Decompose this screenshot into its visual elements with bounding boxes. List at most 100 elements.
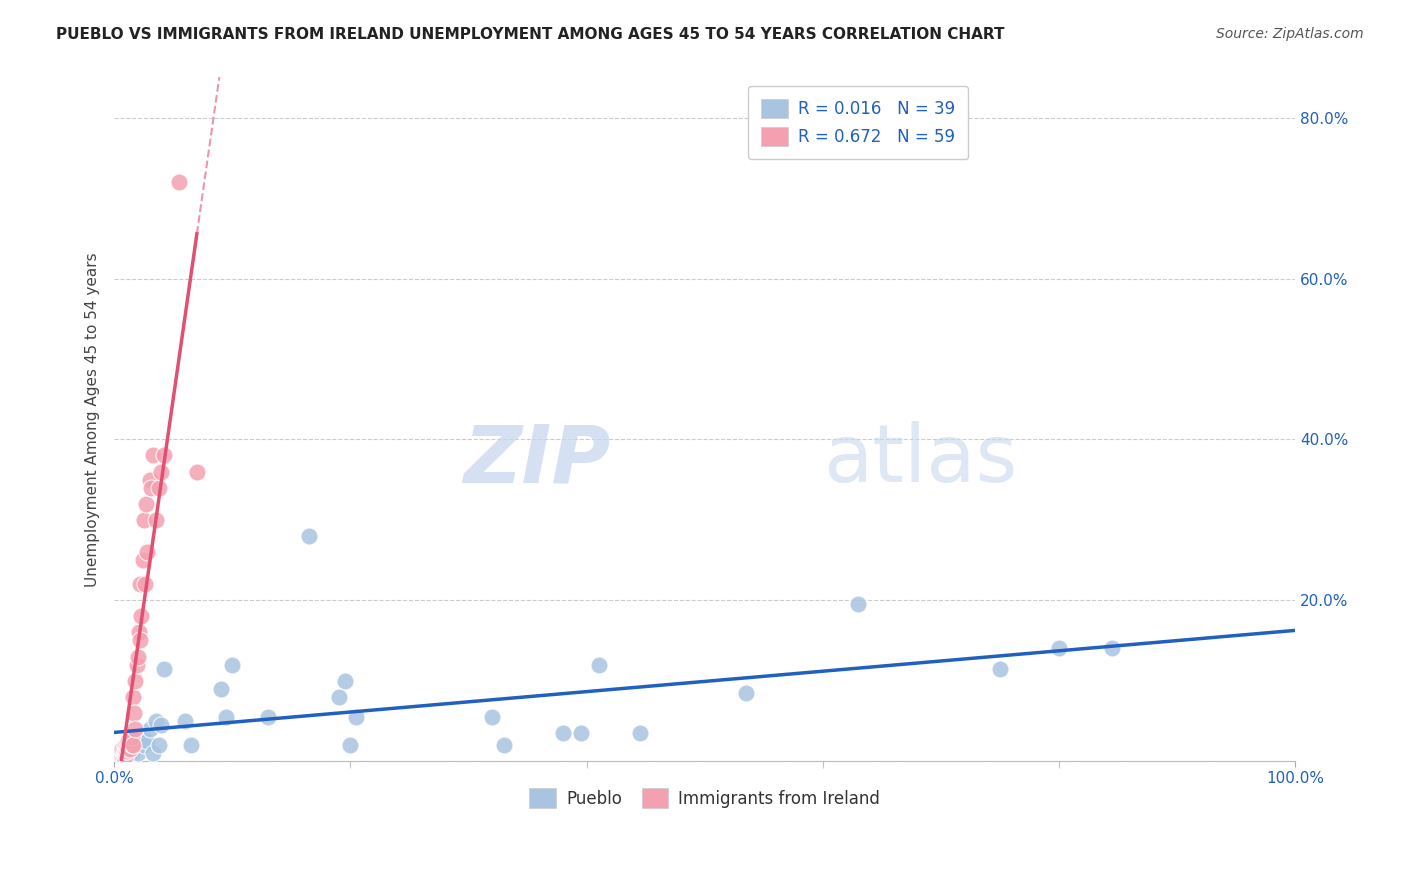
Point — [115, 738, 138, 752]
Point — [328, 690, 350, 704]
Point — [145, 714, 167, 728]
Point — [221, 657, 243, 672]
Point — [125, 657, 148, 672]
Point — [569, 726, 592, 740]
Point — [115, 739, 138, 754]
Point — [117, 742, 139, 756]
Point — [551, 726, 574, 740]
Point — [148, 738, 170, 752]
Point — [108, 750, 131, 764]
Point — [142, 449, 165, 463]
Text: atlas: atlas — [823, 421, 1018, 500]
Point — [111, 750, 134, 764]
Point — [122, 706, 145, 720]
Point — [121, 730, 143, 744]
Point — [128, 625, 150, 640]
Point — [153, 449, 176, 463]
Point — [108, 747, 131, 762]
Point — [481, 710, 503, 724]
Point — [108, 746, 131, 760]
Text: ZIP: ZIP — [463, 421, 610, 500]
Point — [118, 742, 141, 756]
Point — [114, 738, 136, 752]
Point — [114, 747, 136, 762]
Point — [118, 734, 141, 748]
Point — [145, 513, 167, 527]
Point — [111, 747, 134, 762]
Point — [131, 609, 153, 624]
Point — [333, 673, 356, 688]
Y-axis label: Unemployment Among Ages 45 to 54 years: Unemployment Among Ages 45 to 54 years — [86, 252, 100, 587]
Point — [1101, 641, 1123, 656]
Point — [112, 742, 135, 756]
Point — [134, 577, 156, 591]
Point — [115, 744, 138, 758]
Point — [127, 649, 149, 664]
Point — [122, 738, 145, 752]
Point — [110, 750, 132, 764]
Legend: Pueblo, Immigrants from Ireland: Pueblo, Immigrants from Ireland — [523, 781, 887, 814]
Point — [150, 465, 173, 479]
Point — [209, 681, 232, 696]
Point — [256, 710, 278, 724]
Point — [492, 738, 515, 752]
Point — [124, 734, 146, 748]
Point — [132, 738, 155, 752]
Point — [107, 747, 129, 762]
Point — [124, 673, 146, 688]
Point — [129, 633, 152, 648]
Point — [339, 738, 361, 752]
Point — [108, 750, 131, 764]
Point — [848, 597, 870, 611]
Point — [110, 746, 132, 760]
Text: PUEBLO VS IMMIGRANTS FROM IRELAND UNEMPLOYMENT AMONG AGES 45 TO 54 YEARS CORRELA: PUEBLO VS IMMIGRANTS FROM IRELAND UNEMPL… — [56, 27, 1005, 42]
Point — [112, 750, 135, 764]
Point — [139, 481, 162, 495]
Point — [138, 473, 160, 487]
Point — [167, 175, 190, 189]
Point — [988, 662, 1011, 676]
Point — [121, 746, 143, 760]
Point — [132, 513, 155, 527]
Point — [112, 742, 135, 756]
Point — [111, 742, 134, 756]
Point — [122, 690, 145, 704]
Point — [112, 746, 135, 760]
Point — [115, 744, 138, 758]
Point — [117, 734, 139, 748]
Point — [110, 747, 132, 762]
Point — [105, 750, 128, 764]
Point — [150, 718, 173, 732]
Point — [117, 738, 139, 752]
Point — [588, 657, 610, 672]
Point — [135, 497, 157, 511]
Point — [136, 734, 159, 748]
Point — [127, 746, 149, 760]
Point — [142, 746, 165, 760]
Point — [344, 710, 367, 724]
Point — [215, 710, 238, 724]
Point — [121, 738, 143, 752]
Point — [298, 529, 321, 543]
Point — [108, 744, 131, 758]
Point — [1047, 641, 1070, 656]
Point — [122, 738, 145, 752]
Point — [735, 686, 758, 700]
Point — [131, 553, 153, 567]
Point — [108, 746, 131, 760]
Point — [108, 747, 131, 762]
Point — [153, 662, 176, 676]
Point — [124, 722, 146, 736]
Point — [186, 465, 208, 479]
Point — [129, 734, 152, 748]
Point — [107, 750, 129, 764]
Text: Source: ZipAtlas.com: Source: ZipAtlas.com — [1216, 27, 1364, 41]
Point — [114, 744, 136, 758]
Point — [138, 722, 160, 736]
Point — [174, 714, 197, 728]
Point — [148, 481, 170, 495]
Point — [115, 747, 138, 762]
Point — [120, 734, 142, 748]
Point — [129, 577, 152, 591]
Point — [111, 744, 134, 758]
